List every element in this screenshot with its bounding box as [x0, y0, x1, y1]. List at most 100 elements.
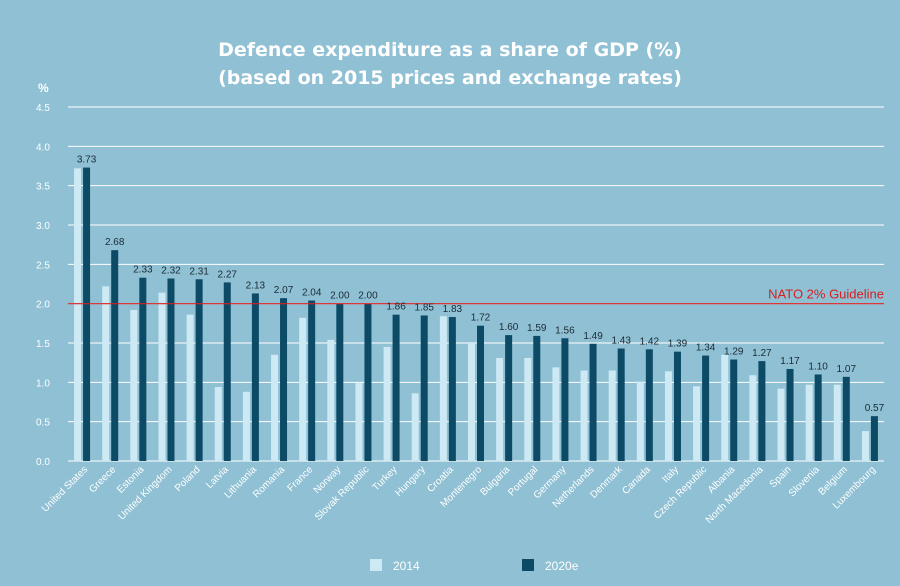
legend-label-2014: 2014	[393, 559, 420, 573]
bar-2020e	[448, 317, 456, 461]
bar-2020e	[702, 355, 710, 461]
chart-title-line2: (based on 2015 prices and exchange rates…	[218, 67, 682, 89]
bar-2014	[299, 317, 307, 461]
bar-2020e	[533, 335, 541, 461]
value-label: 2.31	[189, 266, 209, 277]
value-label: 1.59	[527, 323, 547, 334]
bar-2014	[242, 391, 250, 461]
value-label: 2.00	[330, 291, 350, 302]
bar-2014	[693, 386, 701, 461]
value-label: 2.33	[133, 265, 153, 276]
bars	[74, 167, 878, 462]
bar-2014	[327, 339, 335, 461]
legend-swatch-2014	[370, 559, 382, 571]
bar-2014	[580, 370, 588, 461]
y-tick-label: 4.0	[36, 142, 50, 153]
value-label: 1.07	[837, 364, 857, 375]
y-axis-unit: %	[38, 81, 49, 95]
value-label: 1.83	[443, 304, 463, 315]
bar-2014	[805, 384, 813, 461]
bar-2020e	[223, 282, 231, 461]
y-tick-label: 1.5	[36, 339, 50, 350]
bar-2014	[158, 292, 166, 461]
bar-2014	[749, 375, 757, 461]
bar-2014	[552, 367, 560, 461]
y-tick-label: 3.5	[36, 182, 50, 193]
legend: 2014 2020e	[370, 559, 579, 573]
bar-2014	[777, 388, 785, 461]
bar-2020e	[251, 293, 259, 461]
x-tick-label: Romania	[251, 464, 287, 500]
x-tick-label: Denmark	[588, 464, 625, 501]
bar-2014	[383, 346, 391, 461]
bar-2020e	[195, 279, 203, 461]
value-label: 2.32	[161, 265, 181, 276]
value-label: 1.85	[414, 302, 434, 313]
value-label: 2.27	[218, 269, 238, 280]
bar-2014	[439, 316, 447, 461]
value-label: 2.68	[105, 237, 125, 248]
bar-2014	[130, 309, 138, 461]
value-label: 1.60	[499, 322, 519, 333]
x-tick-label: Slovenia	[787, 464, 822, 499]
value-label: 2.00	[358, 291, 378, 302]
y-tick-label: 0.0	[36, 457, 50, 468]
bar-2020e	[589, 343, 597, 461]
bar-2020e	[673, 351, 681, 461]
bar-2020e	[420, 315, 428, 461]
bar-2020e	[308, 300, 316, 461]
y-tick-label: 1.0	[36, 378, 50, 389]
x-tick-label: Italy	[660, 464, 681, 485]
bar-2014	[861, 431, 869, 461]
bar-2020e	[505, 335, 513, 461]
x-tick-label: Hungary	[393, 464, 428, 499]
bar-2014	[833, 384, 841, 461]
value-label: 2.04	[302, 288, 322, 299]
bar-2020e	[111, 250, 119, 461]
value-label: 1.72	[471, 313, 491, 324]
value-label: 1.49	[583, 331, 603, 342]
value-label: 1.29	[724, 347, 744, 358]
bar-2014	[186, 314, 194, 461]
value-label: 1.56	[555, 325, 575, 336]
x-tick-label: Czech Republic	[652, 464, 709, 521]
bar-2014	[468, 343, 475, 461]
bar-2014	[608, 370, 616, 461]
bar-2020e	[730, 359, 738, 461]
value-label: 1.42	[640, 336, 660, 347]
x-tick-label: Poland	[173, 464, 203, 494]
bar-2020e	[645, 349, 653, 461]
nato-guideline-label: NATO 2% Guideline	[768, 287, 884, 302]
bar-2014	[214, 387, 222, 461]
value-label: 1.10	[808, 361, 828, 372]
value-labels: 3.73 2.68 2.33 2.32 2.31 2.27 2.13 2.07 2.04 2.00…	[77, 155, 885, 415]
bar-2020e	[83, 167, 91, 461]
y-tick-label: 3.0	[36, 221, 50, 232]
y-tick-label: 2.5	[36, 260, 50, 271]
reference-line-group: NATO 2% Guideline	[68, 287, 884, 305]
chart-title-line1: Defence expenditure as a share of GDP (%…	[218, 39, 682, 61]
y-tick-label: 4.5	[36, 103, 50, 114]
y-axis-ticks: 0.0 0.5 1.0 1.5 2.0 2.5 3.0 3.5 4.0 4.5	[36, 103, 50, 468]
bar-2014	[496, 357, 504, 461]
value-label: 1.34	[696, 343, 716, 354]
x-tick-label: Latvia	[204, 464, 231, 491]
value-label: 0.57	[865, 403, 885, 414]
y-tick-label: 0.5	[36, 418, 50, 429]
bar-2014	[102, 286, 110, 461]
bar-2020e	[814, 374, 822, 461]
bar-2020e	[786, 368, 794, 461]
bar-2014	[411, 393, 419, 461]
bar-2020e	[139, 277, 147, 461]
bar-2020e	[477, 325, 484, 461]
x-tick-label: Canada	[620, 464, 653, 497]
bar-2014	[74, 168, 82, 462]
bar-2020e	[167, 278, 175, 461]
value-label: 1.27	[752, 348, 772, 359]
bar-2014	[664, 371, 672, 461]
bar-2020e	[870, 416, 878, 461]
value-label: 1.86	[386, 302, 406, 313]
value-label: 1.39	[668, 339, 688, 350]
value-label: 1.17	[780, 356, 800, 367]
